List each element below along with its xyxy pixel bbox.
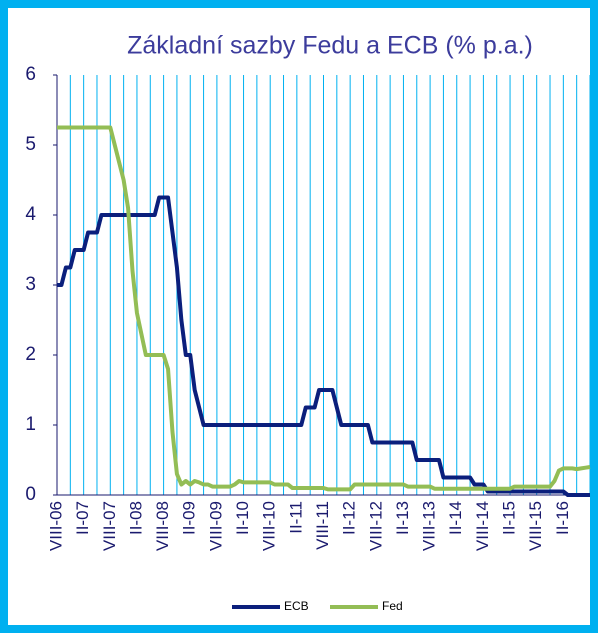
x-tick-label: II-11 xyxy=(286,501,305,534)
x-tick-label: II-10 xyxy=(233,501,252,535)
x-tick-label: VIII-13 xyxy=(420,501,439,551)
x-tick-label: VIII-06 xyxy=(46,501,65,551)
y-tick-label: 2 xyxy=(25,344,36,365)
x-tick-label: VIII-07 xyxy=(100,501,119,551)
x-tick-label: II-15 xyxy=(500,501,519,535)
x-tick-label: II-09 xyxy=(180,501,199,535)
line-series xyxy=(57,125,591,492)
x-tick-label: VIII-14 xyxy=(473,501,492,551)
x-tick-label: VIII-10 xyxy=(260,501,279,551)
x-tick-label: II-12 xyxy=(340,501,359,535)
y-tick-label: 3 xyxy=(25,274,36,295)
y-tick-label: 5 xyxy=(25,134,36,155)
x-tick-label: II-07 xyxy=(73,501,92,535)
chart-title: Základní sazby Fedu a ECB (% p.a.) xyxy=(127,32,533,60)
legend-label: ECB xyxy=(284,599,309,613)
x-tick-label: II-08 xyxy=(126,501,145,535)
x-tick-label: VIII-09 xyxy=(206,501,225,551)
y-tick-label: 6 xyxy=(25,64,36,85)
x-tick-label: VIII-15 xyxy=(526,501,545,551)
y-tick-label: 0 xyxy=(25,484,36,505)
x-tick-label: VIII-11 xyxy=(313,501,332,550)
x-tick-label: II-14 xyxy=(446,501,465,535)
x-tick-label: VIII-08 xyxy=(153,501,172,551)
x-tick-label: II-16 xyxy=(553,501,572,535)
legend-label: Fed xyxy=(382,599,403,613)
y-tick-label: 1 xyxy=(25,414,36,435)
line-series xyxy=(57,195,590,497)
x-tick-label: VIII-12 xyxy=(366,501,385,551)
y-tick-label: 4 xyxy=(25,204,36,225)
x-tick-label: II-13 xyxy=(393,501,412,535)
